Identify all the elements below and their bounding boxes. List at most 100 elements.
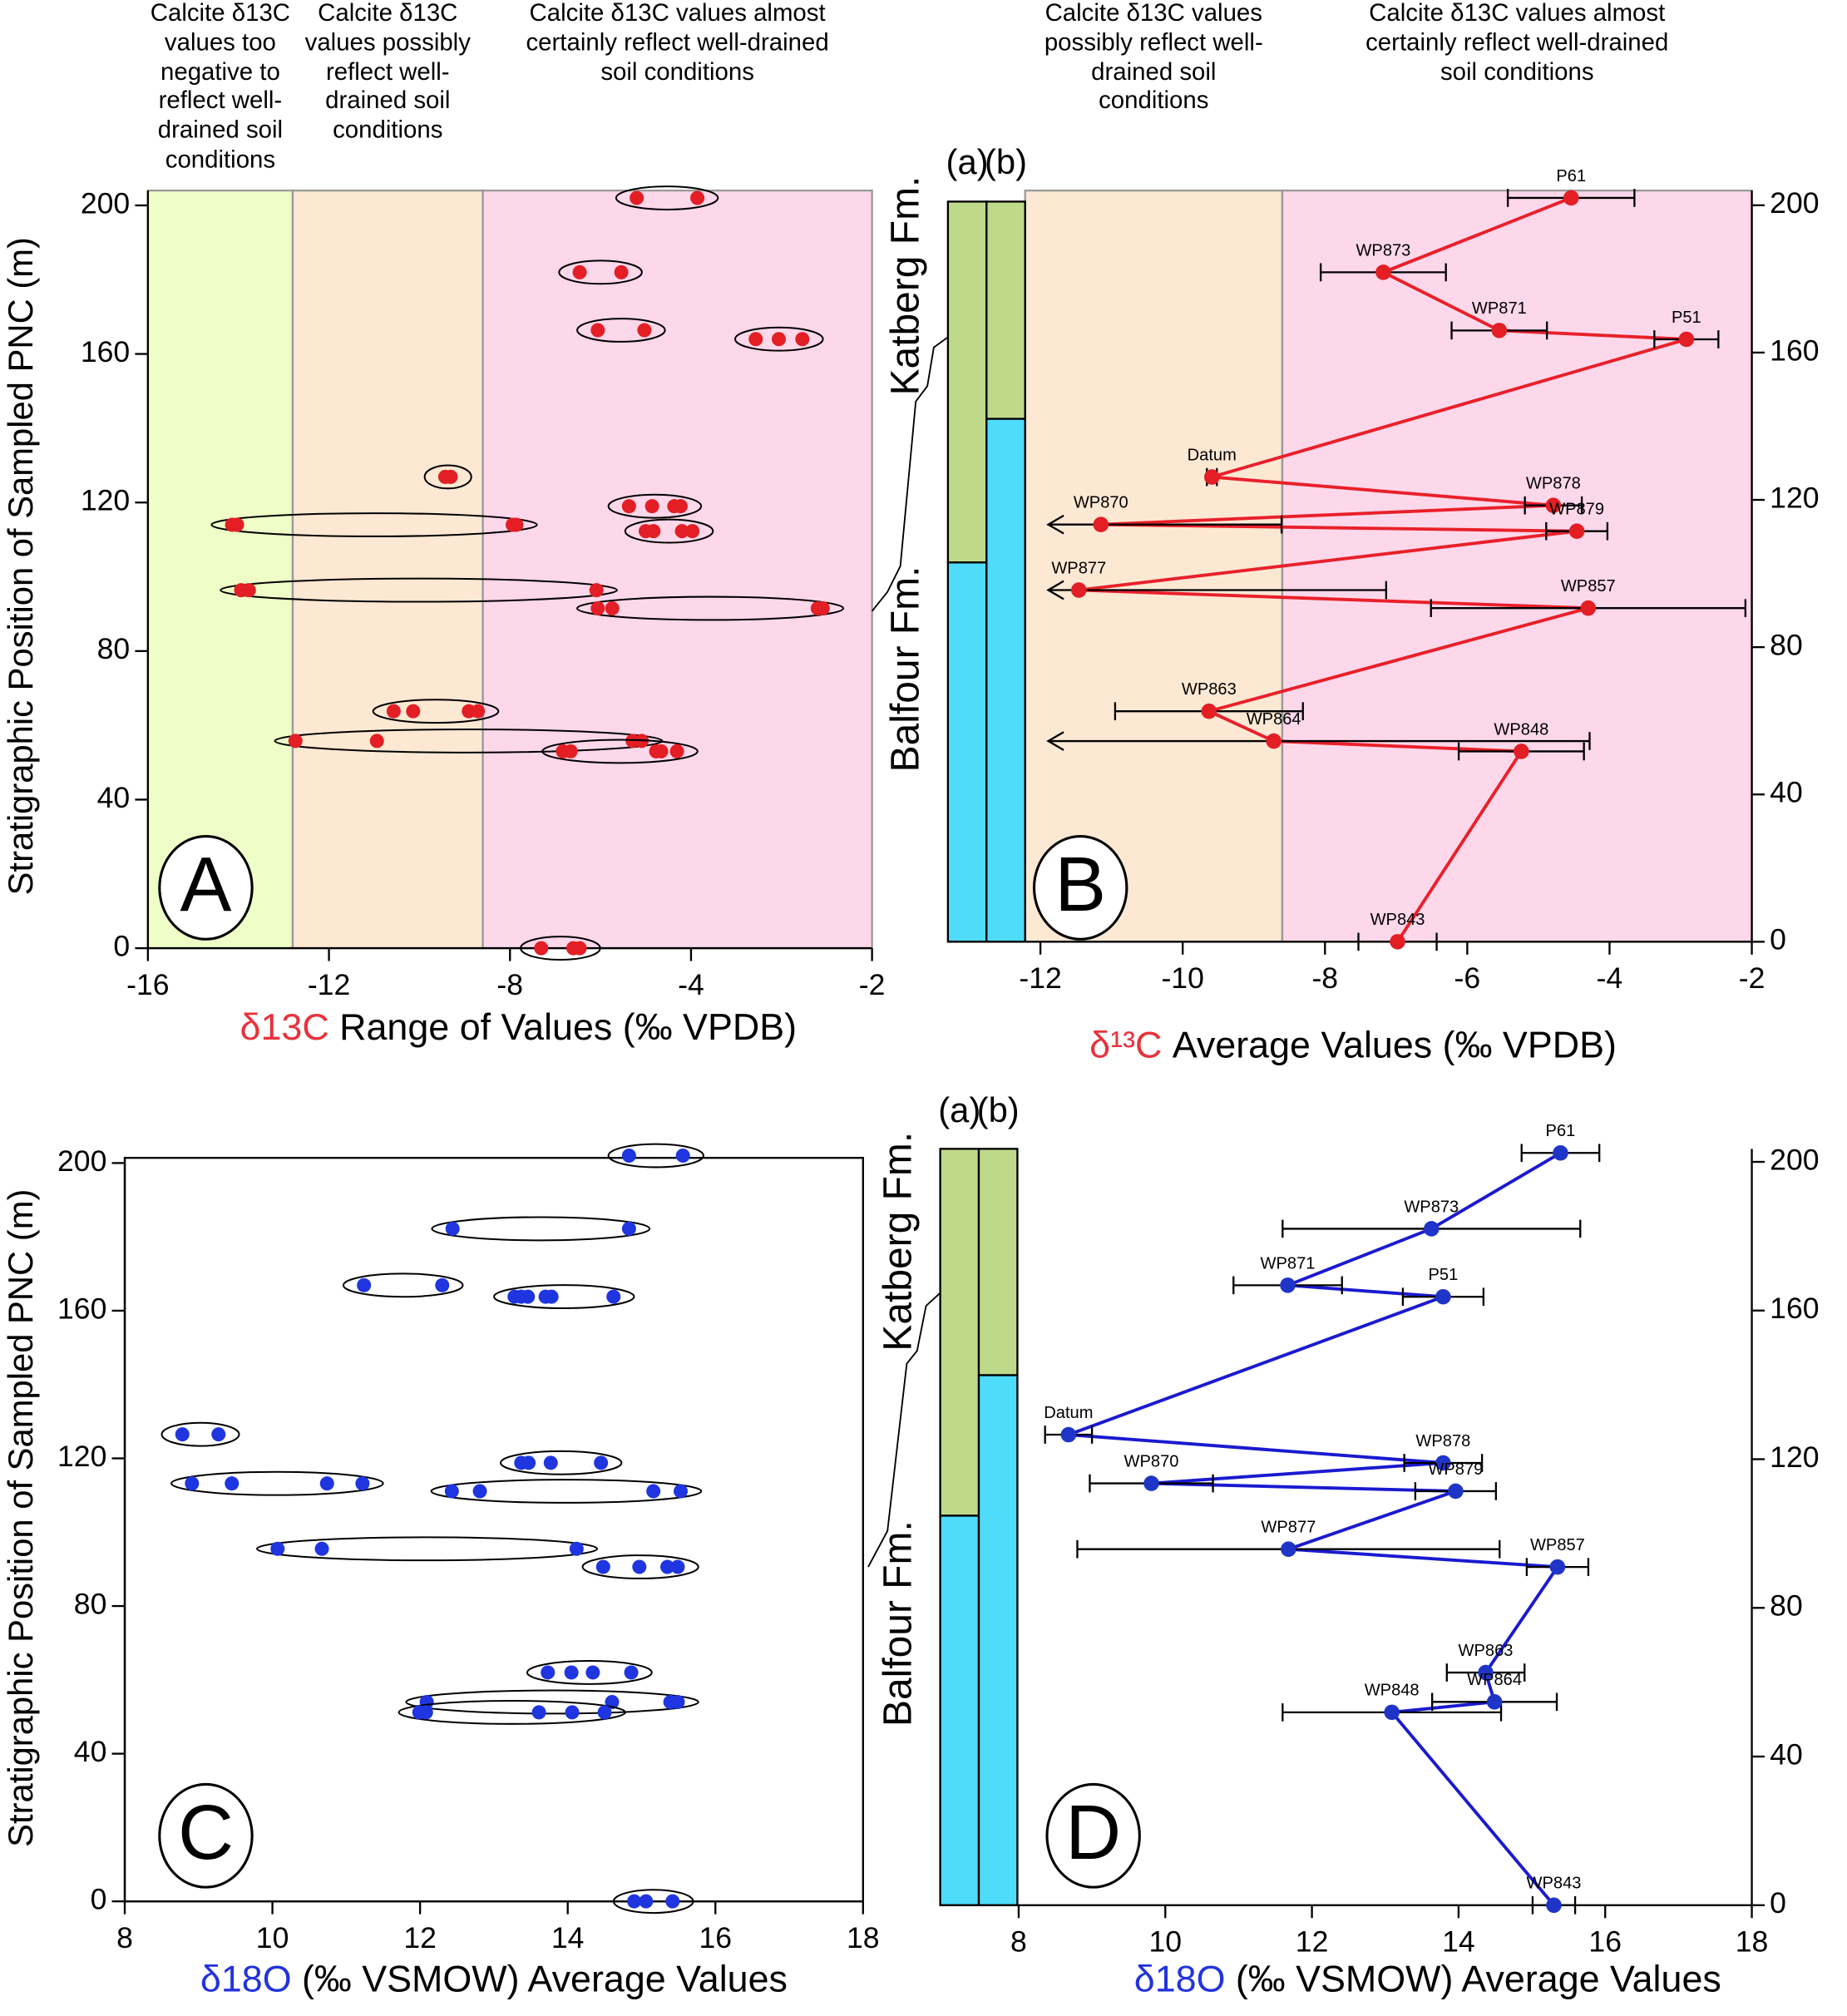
group-ellipse (581, 1554, 699, 1579)
group-ellipse (170, 1470, 384, 1496)
sample-point (621, 499, 636, 514)
x-axis-label: δ18O (‰ VSMOW) Average Values (200, 1957, 788, 1999)
group-ellipse (734, 326, 824, 352)
sample-point (563, 744, 578, 758)
group-ellipse (520, 936, 601, 961)
sample-point (544, 1289, 559, 1304)
group-ellipse (220, 577, 618, 603)
sample-point (614, 264, 629, 279)
average-point (1143, 1475, 1159, 1491)
x-axis-label-text: Range of Values (‰ VPDB) (339, 1006, 797, 1048)
average-point (1390, 934, 1405, 950)
sample-point (670, 1694, 685, 1709)
band-header-text: Calcite δ13C values possibly reflect wel… (1044, 0, 1263, 116)
column-label: (a) (938, 1090, 980, 1129)
sample-point (675, 1149, 690, 1164)
point-label: Datum (1188, 446, 1237, 464)
x-axis-label-symbol: δ18O (200, 1957, 292, 1999)
point-label: WP863 (1182, 680, 1237, 699)
sample-point (795, 332, 810, 347)
sample-point (509, 517, 524, 532)
x-axis-label-text: (‰ VSMOW) Average Values (1236, 1957, 1721, 1999)
band-header-text: Calcite δ13C values almost certainly ref… (526, 0, 829, 86)
sample-point (472, 1484, 487, 1499)
group-ellipse (405, 1689, 699, 1715)
point-label: WP879 (1549, 501, 1604, 519)
average-point (1384, 1704, 1400, 1721)
x-axis-label-text: Average Values (‰ VPDB) (1173, 1024, 1617, 1066)
point-label: WP878 (1526, 475, 1581, 493)
average-point (1203, 469, 1220, 485)
average-point (1678, 331, 1695, 348)
group-ellipse (493, 1284, 635, 1310)
sample-point (660, 1559, 675, 1574)
x-axis-label: δ¹³C Average Values (‰ VPDB) (1089, 1024, 1617, 1066)
point-label: WP857 (1561, 577, 1616, 595)
sample-point (621, 1149, 636, 1164)
sample-point (637, 323, 652, 338)
panel-letter-circle (1032, 834, 1128, 941)
x-tick-label: 8 (1010, 1925, 1027, 1958)
point-label: P61 (1546, 1122, 1576, 1140)
y-tick-label: 40 (97, 781, 131, 814)
y-tick-label: 0 (1770, 1886, 1786, 1920)
average-point (1266, 733, 1282, 749)
group-ellipse (612, 1889, 694, 1915)
sample-point (685, 524, 700, 539)
y-tick-label: 160 (1770, 334, 1819, 367)
group-ellipse (161, 1421, 240, 1447)
point-label: WP864 (1467, 1671, 1522, 1689)
y-tick-label: 160 (81, 335, 130, 368)
error-arrow (1046, 514, 1064, 535)
band (146, 189, 294, 950)
group-ellipse (607, 493, 703, 519)
x-tick-label: -10 (1161, 961, 1203, 995)
sample-point (621, 1221, 636, 1236)
sample-point (386, 704, 401, 719)
sample-point (772, 332, 787, 347)
sample-point (288, 734, 303, 749)
katberg-column (939, 1148, 980, 1517)
group-ellipse (615, 185, 719, 210)
x-tick-label: -8 (496, 968, 523, 1001)
x-tick-label: 10 (256, 1921, 289, 1954)
y-tick-label: 0 (1770, 923, 1786, 956)
column-label: (a) (946, 142, 989, 181)
panel-letter: B (1054, 841, 1106, 927)
point-label: WP863 (1459, 1642, 1514, 1660)
point-label: Datum (1044, 1404, 1093, 1422)
group-ellipse (398, 1699, 626, 1725)
average-point (1546, 1897, 1562, 1914)
average-point (1201, 703, 1217, 719)
average-point (1093, 516, 1109, 532)
sample-point (624, 1665, 639, 1680)
balfour-column (946, 561, 988, 943)
average-point (1478, 1664, 1494, 1681)
average-point (1549, 1559, 1566, 1575)
panel-letter: C (178, 1789, 234, 1875)
y-tick-label: 80 (1770, 1589, 1803, 1623)
sample-point (630, 190, 644, 205)
x-tick-label: 16 (699, 1921, 732, 1954)
sample-point (605, 600, 620, 615)
sample-point (225, 1476, 240, 1491)
balfour-column (985, 418, 1026, 943)
balfour-column (939, 1514, 980, 1906)
x-tick-label: 18 (1736, 1925, 1769, 1958)
formation-connector (867, 1292, 941, 1568)
x-tick-label: 16 (1588, 1925, 1622, 1958)
formation-label: Balfour Fm. (884, 566, 928, 773)
x-axis-label: δ13C Range of Values (‰ VPDB) (240, 1006, 797, 1048)
sample-point (589, 583, 604, 598)
point-label: WP878 (1415, 1432, 1470, 1450)
band-header-text: Calcite δ13C values too negative to refl… (150, 0, 291, 174)
x-axis-label: δ18O (‰ VSMOW) Average Values (1134, 1957, 1721, 1999)
group-ellipse (256, 1536, 599, 1562)
panel-letter: D (1065, 1789, 1121, 1875)
sample-point (471, 704, 486, 719)
sample-point (418, 1705, 433, 1720)
band-header: Calcite δ13C values possibly reflect wel… (1044, 0, 1263, 116)
formation-label: Balfour Fm. (876, 1520, 920, 1727)
point-label: P61 (1556, 167, 1586, 185)
x-tick-label: 12 (1296, 1925, 1329, 1958)
